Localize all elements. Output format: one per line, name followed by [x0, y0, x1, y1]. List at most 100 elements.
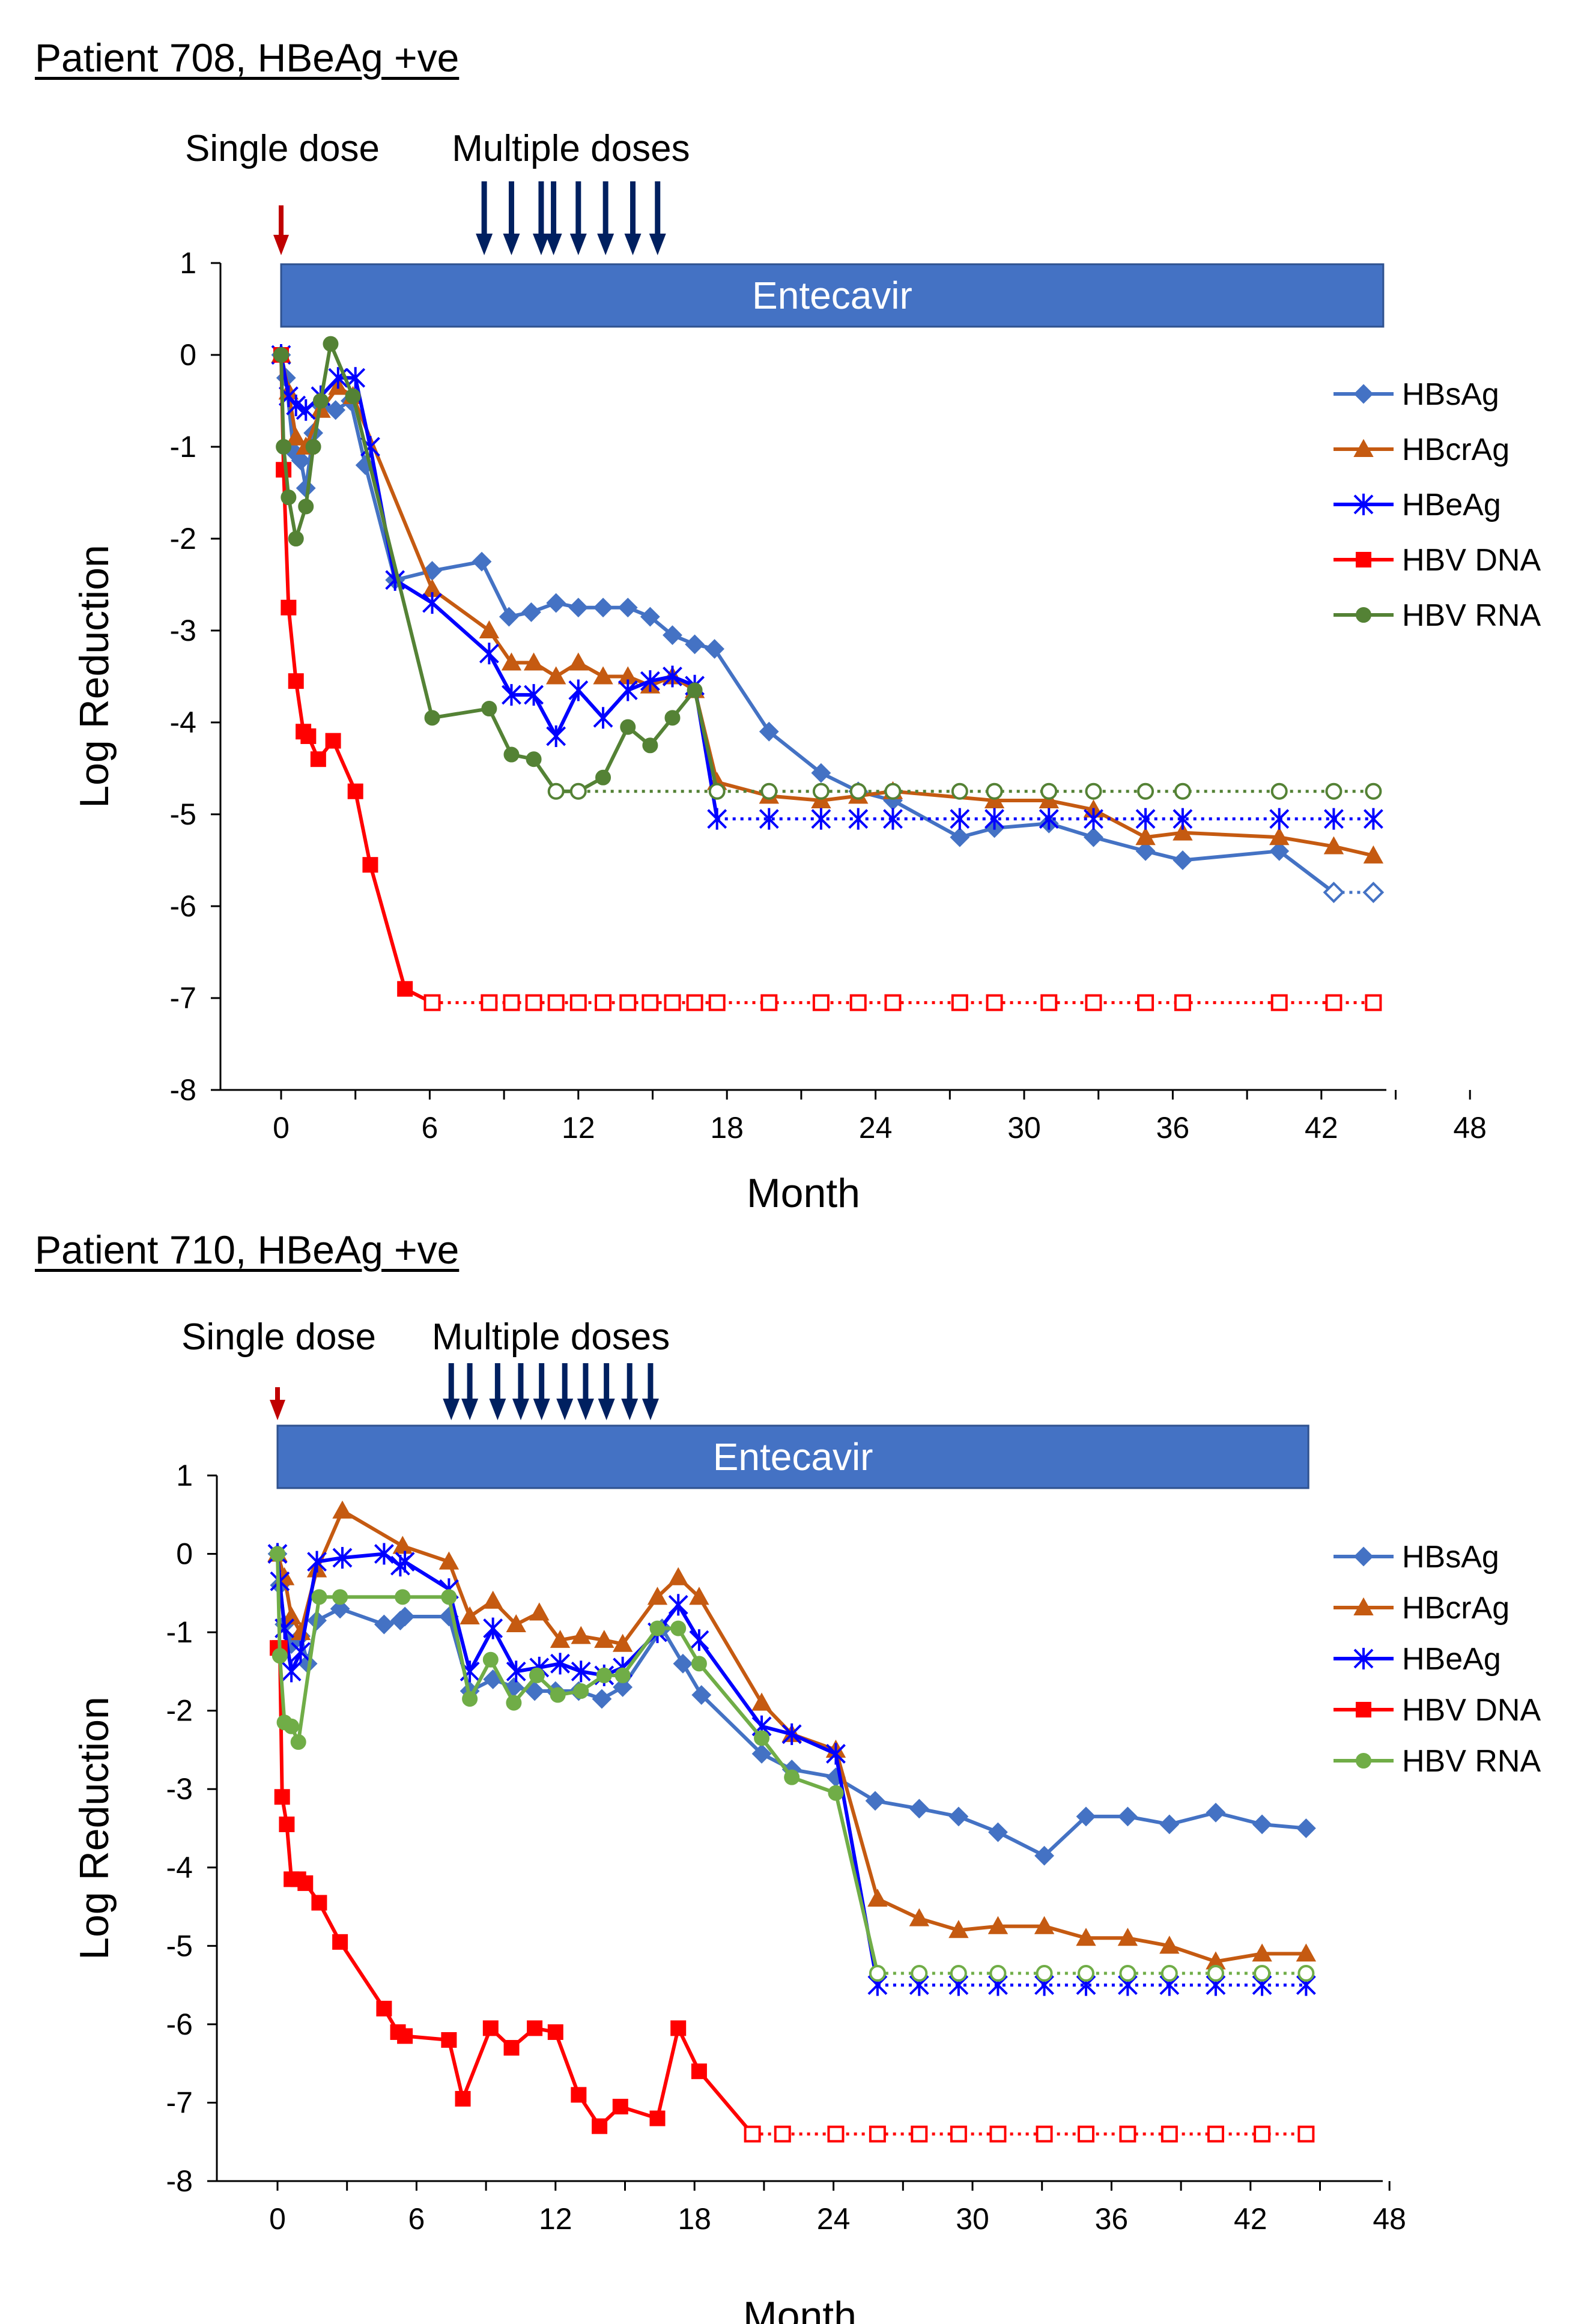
hbv-dna-open-point — [1174, 994, 1191, 1011]
hbv-dna-point — [297, 1875, 314, 1891]
hbeag-point — [550, 1653, 570, 1675]
hbeag-open-point — [759, 808, 779, 830]
hbv-rna-point — [288, 531, 304, 546]
legend-entry-hbv-rna: HBV RNA — [1334, 598, 1541, 633]
hbv-rna-point — [424, 710, 440, 726]
hbeag-point — [663, 665, 682, 688]
hbv-dna-point — [571, 2087, 587, 2103]
x-tick-label-24: 24 — [817, 2202, 851, 2236]
hbv-dna-open-point — [1207, 2125, 1224, 2143]
hbcrag-point — [550, 1630, 571, 1648]
multiple-dose-arrow-head-5 — [569, 234, 587, 255]
hbcrag-point — [1159, 1935, 1180, 1954]
hbeag-open-point — [1039, 808, 1059, 830]
hbeag-point — [286, 395, 306, 417]
hbv-rna-point — [620, 719, 636, 735]
hbv-dna-point — [325, 733, 341, 749]
multiple-dose-arrow-head-8 — [598, 1399, 615, 1420]
hbv-dna-point — [592, 2118, 608, 2134]
legend-marker-hbv-rna — [1356, 607, 1371, 623]
hbv-dna-open-point — [525, 994, 542, 1011]
hbeag-point — [332, 1547, 353, 1569]
hbv-dna-open-point — [911, 2125, 928, 2143]
hbv-dna-line — [278, 1646, 754, 2135]
hbv-dna-point — [274, 1789, 290, 1805]
hbsag-point — [593, 598, 613, 618]
x-tick-label-0: 0 — [269, 2202, 286, 2236]
hbv-rna-point — [506, 1695, 522, 1711]
x-axis-label: Month — [743, 2293, 857, 2324]
hbv-dna-open-point — [1119, 2125, 1136, 2143]
multiple-dose-arrow-head-8 — [649, 234, 666, 255]
hbeag-open-point — [1084, 808, 1103, 830]
hbv-dna-point — [455, 2090, 471, 2107]
y-tick-label-8: -8 — [166, 2164, 193, 2198]
hbv-dna-point — [547, 2024, 563, 2040]
series-hbv-rna — [273, 336, 1382, 800]
y-tick-label-5: -5 — [170, 797, 196, 831]
hbv-rna-open-point — [989, 1965, 1007, 1982]
x-axis-label: Month — [747, 1170, 860, 1216]
hbv-dna-open-point — [686, 994, 703, 1011]
series-hbv-dna — [270, 1640, 1315, 2143]
hbv-dna-point — [397, 981, 413, 997]
single-dose-arrow-head — [273, 235, 289, 255]
hbv-rna-point — [649, 1620, 666, 1636]
hbv-rna-open-point — [1161, 1965, 1178, 1982]
y-tick-label-4: -4 — [170, 706, 196, 739]
hbv-rna-open-point — [1174, 782, 1191, 800]
hbcrag-point — [281, 1606, 302, 1624]
hbeag-point — [617, 679, 638, 701]
y-tick-label-5: -5 — [166, 1929, 193, 1962]
hbv-dna-open-point — [423, 994, 441, 1011]
hbv-dna-open-point — [760, 994, 778, 1011]
multiple-dose-arrow-head-4 — [545, 234, 562, 255]
hbcrag-point — [594, 1630, 614, 1648]
hbv-dna-point — [310, 751, 326, 767]
hbv-rna-point — [270, 1546, 285, 1562]
hbv-rna-open-point — [869, 1965, 886, 1982]
y-tick-label-1: -1 — [166, 1615, 193, 1649]
hbv-dna-open-point — [989, 2125, 1007, 2143]
hbcrag-point — [1173, 822, 1193, 841]
hbv-rna-open-point — [986, 782, 1003, 800]
hbsag-point — [291, 450, 311, 471]
chart-patient-708: Entecavir Single dose Multiple doses 1 0 -1 -2… — [71, 128, 1541, 1216]
y-tick-label-2: -2 — [170, 522, 196, 555]
hbv-rna-open-point — [1297, 1965, 1315, 1982]
hbv-dna-point — [376, 2000, 392, 2017]
legend-entry-hbeag: HBeAg — [1334, 1642, 1501, 1677]
hbsag-point — [811, 763, 831, 783]
y-tick-label-6: -6 — [170, 889, 196, 923]
hbsag-point — [948, 1806, 969, 1827]
hbv-dna-open-point — [1365, 994, 1382, 1011]
single-dose-arrow-head — [270, 1400, 285, 1420]
multiple-dose-arrow-head-4 — [512, 1399, 529, 1420]
hbcrag-point — [545, 666, 566, 685]
hbv-dna-point — [362, 857, 378, 873]
hbeag-open-point — [1135, 808, 1156, 830]
legend-entry-hbsag: HBsAg — [1334, 377, 1499, 412]
hbv-rna-open-point — [884, 782, 902, 800]
hbeag-point — [593, 707, 613, 729]
hbv-dna-open-point — [812, 994, 830, 1011]
hbsag-point — [330, 1599, 350, 1619]
hbeag-point — [502, 684, 521, 706]
x-tick-label-24: 24 — [859, 1111, 893, 1145]
multiple-dose-arrow-head-7 — [624, 234, 642, 255]
hbv-rna-point — [691, 1656, 707, 1672]
hbv-rna-point — [754, 1730, 770, 1746]
multiple-dose-arrow-head-2 — [461, 1399, 479, 1420]
hbv-rna-point — [596, 1667, 612, 1683]
hbsag-point — [499, 607, 519, 627]
hbeag-point — [395, 1551, 415, 1573]
y-tick-label-7: -7 — [170, 981, 196, 1015]
hbeag-point — [479, 643, 499, 665]
hbv-rna-point — [828, 1785, 844, 1801]
hbv-rna-open-point — [547, 782, 565, 800]
hbsag-point — [705, 639, 724, 659]
hbeag-open-point — [1363, 808, 1383, 830]
multiple-dose-arrow-head-3 — [489, 1399, 506, 1420]
hbsag-point — [1269, 841, 1290, 861]
hbv-dna-open-point — [1270, 994, 1288, 1011]
